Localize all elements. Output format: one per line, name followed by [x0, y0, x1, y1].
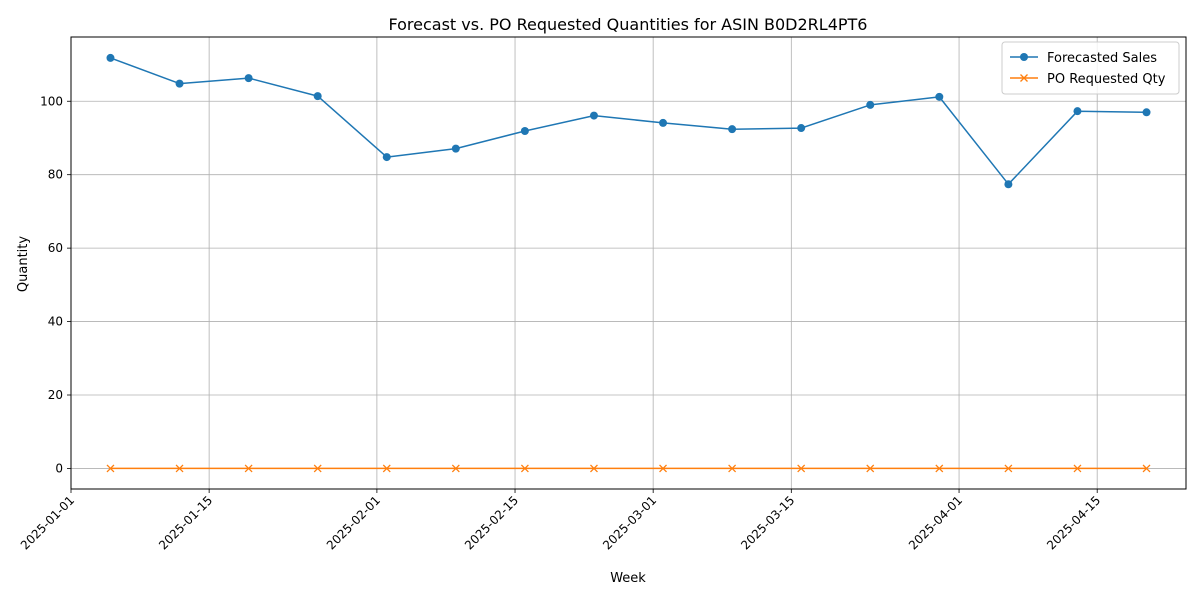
- legend: Forecasted Sales PO Requested Qty: [1001, 41, 1180, 95]
- forecasted-sales-point: [1142, 108, 1151, 117]
- legend-label: PO Requested Qty: [1047, 72, 1166, 87]
- po-requested-qty-point: [1004, 464, 1013, 473]
- legend-item-forecasted-sales: Forecasted Sales: [1010, 51, 1157, 66]
- po-requested-qty-point: [659, 464, 667, 473]
- y-tick-label: 100: [40, 94, 63, 108]
- legend-marker: [1020, 74, 1028, 82]
- legend-label: Forecasted Sales: [1047, 51, 1157, 66]
- forecasted-sales-point: [175, 79, 184, 88]
- po-requested-qty-point: [244, 464, 253, 473]
- legend-box: [1001, 41, 1180, 95]
- forecasted-sales-point: [797, 124, 806, 133]
- forecasted-sales-point: [382, 153, 391, 162]
- y-tick-label: 60: [48, 241, 63, 255]
- po-requested-qty-point: [451, 464, 460, 473]
- series-po-requested-qty: [106, 464, 1151, 473]
- forecasted-sales-point: [313, 92, 322, 101]
- forecasted-sales-point: [935, 92, 944, 101]
- legend-item-po-requested-qty: PO Requested Qty: [1010, 72, 1166, 87]
- y-tick-label: 0: [55, 461, 63, 475]
- plot-frame: [70, 36, 1187, 490]
- po-requested-qty-point: [797, 464, 806, 473]
- po-requested-qty-point: [1142, 464, 1151, 473]
- forecasted-sales-point: [520, 126, 529, 135]
- po-requested-qty-point: [313, 464, 322, 473]
- y-tick-label: 80: [48, 168, 63, 182]
- forecasted-sales-point: [728, 125, 737, 134]
- forecasted-sales-line: [110, 57, 1147, 185]
- x-axis-label: Week: [610, 571, 646, 586]
- series-forecasted-sales: [106, 53, 1151, 189]
- po-requested-qty-point: [935, 464, 944, 473]
- y-axis-label: Quantity: [16, 236, 31, 292]
- y-tick-label: 20: [48, 388, 63, 402]
- y-axis-ticks: 0 20 40 60 80 100: [40, 94, 71, 475]
- po-requested-qty-point: [1073, 464, 1082, 473]
- po-requested-qty-point: [866, 464, 875, 473]
- po-requested-qty-point: [106, 464, 115, 473]
- forecasted-sales-point: [244, 74, 253, 83]
- forecasted-sales-point: [106, 53, 115, 62]
- series-layer: [106, 53, 1151, 473]
- forecasted-sales-point: [659, 118, 668, 127]
- chart-title: Forecast vs. PO Requested Quantities for…: [389, 15, 868, 34]
- po-requested-qty-point: [728, 464, 737, 473]
- po-requested-qty-point: [590, 464, 598, 473]
- forecasted-sales-point: [1073, 107, 1082, 116]
- forecasted-sales-point: [589, 111, 598, 120]
- po-requested-qty-point: [382, 464, 391, 473]
- po-requested-qty-point: [175, 464, 184, 473]
- legend-marker: [1020, 53, 1028, 61]
- forecasted-sales-point: [866, 100, 875, 109]
- y-tick-label: 40: [48, 315, 63, 329]
- po-requested-qty-point: [520, 464, 529, 473]
- forecasted-sales-point: [1004, 180, 1013, 189]
- forecasted-sales-point: [451, 144, 460, 153]
